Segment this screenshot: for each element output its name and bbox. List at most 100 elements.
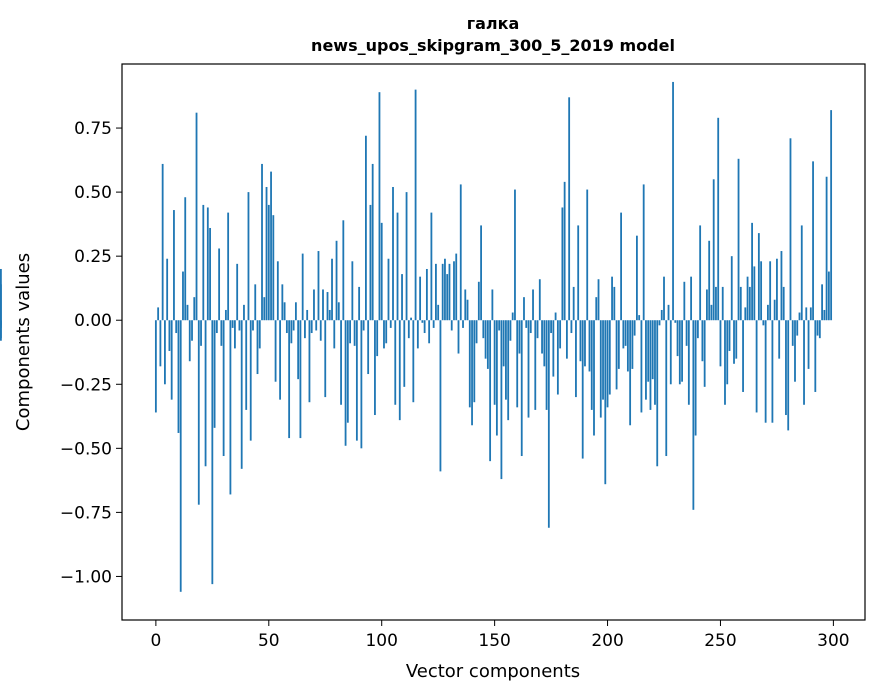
bar [663, 276, 665, 321]
bar [313, 289, 315, 321]
bar [733, 320, 735, 364]
bar [631, 320, 634, 369]
bar [378, 92, 381, 321]
bar [559, 320, 562, 349]
bar [371, 163, 374, 321]
bar [708, 240, 711, 321]
bar [200, 320, 202, 346]
bar [541, 320, 543, 354]
bar [739, 286, 742, 321]
bar [195, 112, 198, 321]
bar [575, 320, 577, 398]
bar [715, 286, 717, 321]
bar [231, 320, 234, 328]
bar [491, 289, 494, 321]
bar [685, 320, 688, 346]
bar [595, 297, 598, 321]
chart-title: галка [467, 14, 520, 33]
bar [816, 320, 819, 336]
bar [538, 279, 541, 321]
bar [477, 281, 480, 321]
bar [435, 263, 437, 321]
bar [261, 163, 263, 321]
bar [346, 320, 349, 423]
bar [175, 320, 178, 334]
bar [243, 304, 245, 321]
bar [495, 320, 498, 436]
x-tick-label: 50 [258, 631, 280, 651]
bar [265, 186, 268, 321]
bar [547, 320, 550, 528]
bar [821, 284, 823, 321]
bar [340, 320, 342, 405]
bar [270, 171, 272, 321]
bar [374, 320, 376, 416]
bar [584, 320, 586, 367]
bar [177, 320, 180, 433]
bar [672, 81, 674, 321]
bar [272, 215, 275, 321]
bar [166, 258, 169, 321]
y-tick-label: 0.75 [74, 119, 112, 139]
bar [674, 320, 677, 323]
bar [776, 258, 778, 321]
bar [678, 320, 681, 385]
bar [182, 271, 184, 321]
bar [658, 320, 661, 326]
bar [236, 263, 239, 321]
bar [687, 320, 690, 405]
bar [550, 320, 552, 334]
bar [306, 309, 309, 321]
bar [532, 289, 534, 321]
bar [355, 320, 358, 441]
bar [773, 299, 776, 321]
bar [706, 289, 708, 321]
bar [511, 312, 514, 321]
bar [188, 320, 191, 362]
bar [717, 117, 720, 321]
bar [620, 212, 622, 321]
bar [825, 176, 828, 321]
bar [315, 320, 318, 331]
bar [622, 320, 625, 349]
bar [563, 181, 566, 321]
y-axis-ticks: −1.00 −0.75 −0.50 −0.25 0.00 0.25 0.50 0.75 [60, 119, 122, 587]
bar [335, 240, 338, 321]
bar [602, 320, 604, 400]
bar [319, 320, 322, 341]
bar [220, 320, 223, 346]
bar [760, 261, 763, 321]
bar [796, 320, 799, 336]
bar [446, 274, 449, 321]
bar [764, 320, 767, 423]
bar [762, 320, 765, 326]
bar [256, 320, 259, 375]
bar [344, 320, 347, 446]
bar [396, 212, 399, 321]
bar [696, 320, 699, 339]
bar [629, 320, 632, 426]
bar [516, 320, 519, 408]
bar [423, 320, 426, 334]
bar [206, 207, 209, 321]
bar [800, 225, 803, 321]
bar [769, 261, 772, 321]
bar [281, 284, 284, 321]
bar [360, 320, 363, 449]
bar [830, 110, 833, 321]
bar [581, 320, 584, 459]
bar [179, 320, 182, 592]
bar [577, 225, 580, 321]
bar [719, 320, 722, 367]
bar [376, 320, 379, 357]
bar [407, 320, 410, 339]
bar [579, 320, 582, 362]
bar [317, 251, 320, 321]
bar [213, 320, 216, 428]
bar [439, 320, 442, 472]
bar [421, 320, 424, 323]
bar [367, 320, 370, 375]
bar [410, 317, 412, 321]
bar [186, 304, 189, 321]
